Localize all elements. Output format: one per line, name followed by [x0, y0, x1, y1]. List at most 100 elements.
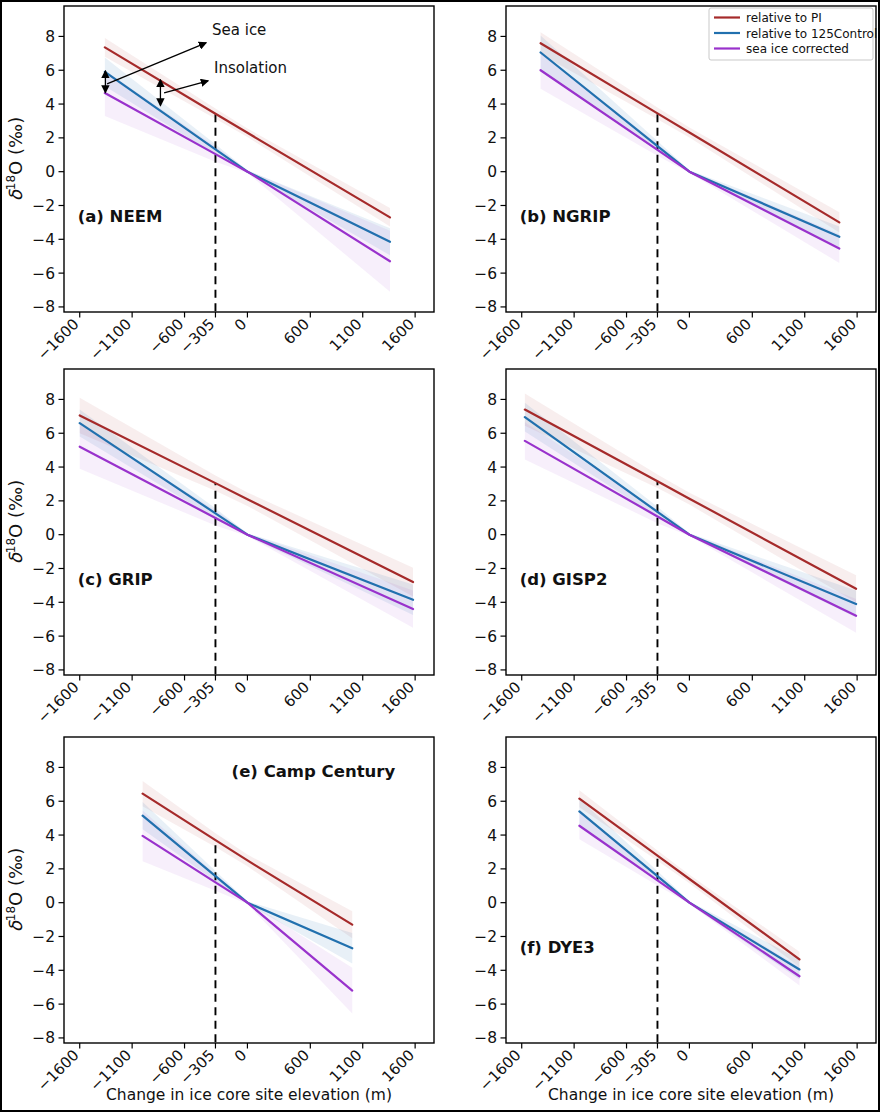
y-tick-label: 0 — [45, 526, 55, 544]
panel-title-f: (f) DYE3 — [520, 938, 595, 957]
y-tick-label: 8 — [45, 759, 55, 777]
x-tick-label: −305 — [176, 1046, 218, 1088]
x-tick-label: −1100 — [86, 315, 135, 364]
y-tick-label: −6 — [474, 996, 497, 1014]
x-tick-label: 0 — [231, 678, 250, 697]
y-tick-label: 6 — [487, 62, 497, 80]
x-tick-label: −1600 — [34, 315, 83, 364]
y-tick-label: 6 — [45, 425, 55, 443]
x-tick-label: 600 — [280, 315, 313, 348]
x-tick-label: 1600 — [820, 1046, 860, 1086]
panel-title-c: (c) GRIP — [78, 570, 153, 589]
x-tick-label: 600 — [280, 678, 313, 711]
y-axis-label: δ18O (‰) — [4, 117, 26, 201]
y-tick-label: 2 — [487, 860, 497, 878]
panel-b: (b) NGRIP−1600−1100−600−3050600110016008… — [474, 6, 877, 364]
y-tick-label: −6 — [32, 996, 55, 1014]
axes-frame — [506, 369, 876, 675]
figure-canvas: (a) NEEM−1600−1100−600−30506001100160086… — [2, 2, 878, 1110]
x-tick-label: 1600 — [820, 678, 860, 718]
x-tick-label: −600 — [146, 1046, 188, 1088]
y-tick-label: −8 — [474, 661, 497, 679]
x-tick-label: 600 — [722, 315, 755, 348]
y-tick-label: 6 — [487, 425, 497, 443]
confidence-band-blue — [143, 802, 353, 963]
y-tick-label: 8 — [45, 391, 55, 409]
x-tick-label: 1100 — [768, 1046, 808, 1086]
panel-c: (c) GRIP−1600−1100−600−30506001100160086… — [32, 369, 434, 727]
y-tick-label: 0 — [487, 894, 497, 912]
y-tick-label: −8 — [32, 661, 55, 679]
x-tick-label: 1100 — [768, 315, 808, 355]
x-tick-label: 1600 — [378, 1046, 418, 1086]
y-tick-label: 0 — [487, 526, 497, 544]
panel-title-d: (d) GISP2 — [520, 570, 608, 589]
y-tick-label: −2 — [32, 928, 55, 946]
x-axis-label: Change in ice core site elevation (m) — [548, 1086, 834, 1104]
x-tick-label: 0 — [231, 1046, 250, 1065]
y-tick-label: −6 — [32, 265, 55, 283]
x-tick-label: 1100 — [768, 678, 808, 718]
panel-title-b: (b) NGRIP — [520, 207, 611, 226]
y-tick-label: −8 — [32, 1029, 55, 1047]
x-tick-label: −600 — [146, 315, 188, 357]
x-tick-label: 1600 — [820, 315, 860, 355]
y-tick-label: 0 — [45, 163, 55, 181]
y-tick-label: −6 — [32, 628, 55, 646]
figure-frame: (a) NEEM−1600−1100−600−30506001100160086… — [0, 0, 880, 1112]
y-tick-label: −8 — [474, 298, 497, 316]
legend-label: sea ice corrected — [746, 42, 849, 56]
y-tick-label: 4 — [487, 96, 497, 114]
sea-ice-annotation-label: Sea ice — [212, 21, 266, 39]
series-line-red — [579, 799, 799, 960]
x-tick-label: −1100 — [528, 315, 577, 364]
x-tick-label: −305 — [176, 678, 218, 720]
panel-title-a: (a) NEEM — [78, 207, 163, 226]
x-tick-label: −600 — [588, 1046, 630, 1088]
y-axis-label: δ18O (‰) — [4, 848, 26, 932]
y-tick-label: 4 — [487, 459, 497, 477]
y-tick-label: 6 — [45, 793, 55, 811]
y-tick-label: 6 — [487, 793, 497, 811]
y-tick-label: 2 — [487, 129, 497, 147]
confidence-band-red — [80, 398, 413, 597]
x-tick-label: 600 — [722, 678, 755, 711]
y-tick-label: −6 — [474, 628, 497, 646]
series-line-purple — [579, 826, 799, 976]
y-axis-label: δ18O (‰) — [4, 480, 26, 564]
y-tick-label: 2 — [487, 492, 497, 510]
series-line-red — [525, 410, 856, 589]
y-tick-label: −2 — [474, 560, 497, 578]
y-tick-label: −4 — [32, 231, 55, 249]
x-tick-label: 0 — [673, 315, 692, 334]
y-tick-label: 0 — [487, 163, 497, 181]
x-tick-label: 1100 — [326, 1046, 366, 1086]
x-tick-label: −305 — [618, 315, 660, 357]
series-line-red — [541, 43, 840, 222]
panel-title-e: (e) Camp Century — [232, 762, 396, 781]
x-tick-label: 600 — [722, 1046, 755, 1079]
x-tick-label: 1100 — [326, 678, 366, 718]
x-tick-label: −1600 — [476, 315, 525, 364]
y-tick-label: −4 — [32, 594, 55, 612]
y-tick-label: −6 — [474, 265, 497, 283]
y-tick-label: 8 — [487, 28, 497, 46]
x-tick-label: −305 — [618, 678, 660, 720]
legend: relative to PIrelative to 125Controlsea … — [709, 8, 877, 60]
y-tick-label: 6 — [45, 62, 55, 80]
panel-e: (e) Camp Century−1600−1100−600−305060011… — [32, 737, 434, 1095]
x-tick-label: 1100 — [326, 315, 366, 355]
legend-label: relative to PI — [746, 11, 822, 25]
x-tick-label: 0 — [673, 678, 692, 697]
x-tick-label: −1600 — [34, 1046, 83, 1095]
y-tick-label: −4 — [474, 231, 497, 249]
y-tick-label: 8 — [487, 391, 497, 409]
x-tick-label: −305 — [618, 1046, 660, 1088]
y-tick-label: −2 — [474, 197, 497, 215]
confidence-band-purple — [105, 70, 390, 291]
y-tick-label: −4 — [474, 594, 497, 612]
x-tick-label: 1600 — [378, 315, 418, 355]
axes-frame — [64, 369, 434, 675]
x-tick-label: 600 — [280, 1046, 313, 1079]
x-tick-label: −600 — [146, 678, 188, 720]
